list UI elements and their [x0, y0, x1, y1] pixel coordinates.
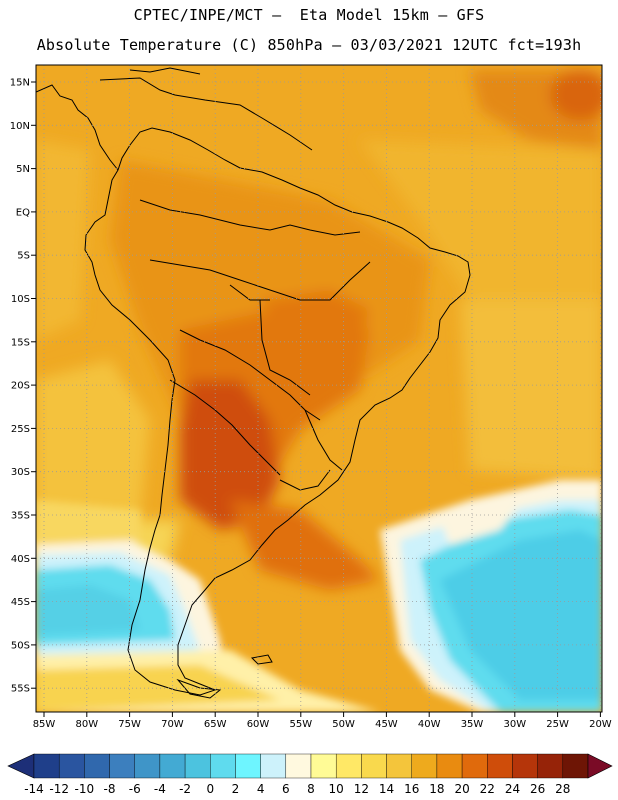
lat-tick-label: EQ [16, 207, 30, 218]
temperature-colorbar: -14 -12 -10 -8 -6 -4 -2 0 2 4 6 8 10 12 14 16 18 20 22 24 26… [7, 753, 613, 796]
colorbar-swatch [386, 753, 412, 779]
colorbar-label: -2 [179, 782, 191, 796]
colorbar-label: 12 [354, 782, 369, 796]
colorbar-label: 24 [505, 782, 520, 796]
colorbar-swatch [461, 753, 488, 779]
colorbar-swatch [335, 753, 362, 779]
colorbar-label: 20 [454, 782, 469, 796]
colorbar-swatch [285, 753, 312, 779]
lon-tick-label: 50W [332, 719, 355, 730]
colorbar-label: 26 [530, 782, 545, 796]
colorbar-label: 8 [307, 782, 315, 796]
lon-tick-label: 40W [418, 719, 441, 730]
colorbar-label: 4 [257, 782, 265, 796]
lon-tick-label: 85W [33, 719, 56, 730]
colorbar-label: 14 [379, 782, 394, 796]
longitude-axis: 85W 80W 75W 70W 65W 60W 55W 50W 45W 40W 35W 30W 25W 2… [33, 712, 612, 730]
colorbar-label: -8 [104, 782, 116, 796]
lat-tick-label: 5S [17, 251, 30, 262]
colorbar-swatch [134, 753, 161, 779]
colorbar-label: 22 [480, 782, 495, 796]
colorbar-swatch [235, 753, 261, 779]
lon-tick-label: 75W [118, 719, 141, 730]
colorbar-label: 2 [232, 782, 240, 796]
colorbar-swatch [184, 753, 211, 779]
colorbar-label: 28 [555, 782, 570, 796]
map-subtitle: Absolute Temperature (C) 850hPa – 03/03/… [36, 36, 582, 54]
colorbar-swatch [562, 753, 589, 779]
lat-tick-label: 5N [16, 164, 30, 175]
colorbar-label: -14 [24, 782, 44, 796]
colorbar-over-arrow [587, 753, 613, 779]
lat-tick-label: 15S [11, 337, 30, 348]
colorbar-label: -12 [49, 782, 69, 796]
lat-tick-label: 55S [11, 684, 30, 695]
colorbar-label: -6 [129, 782, 141, 796]
colorbar-swatch [537, 753, 564, 779]
temperature-field [36, 65, 602, 712]
colorbar-swatch [84, 753, 110, 779]
lat-tick-label: 45S [11, 597, 30, 608]
lat-tick-label: 10N [10, 121, 30, 132]
colorbar-label: 6 [282, 782, 290, 796]
colorbar-label: 0 [206, 782, 214, 796]
lon-tick-label: 65W [204, 719, 227, 730]
lon-tick-label: 20W [589, 719, 612, 730]
lat-tick-label: 25S [11, 424, 30, 435]
lat-tick-label: 50S [11, 640, 30, 651]
colorbar-swatch [58, 753, 85, 779]
colorbar-swatch [109, 753, 135, 779]
colorbar-label: -4 [154, 782, 166, 796]
colorbar-label: -10 [75, 782, 95, 796]
lat-tick-label: 20S [11, 381, 30, 392]
lon-tick-label: 60W [247, 719, 270, 730]
lon-tick-label: 55W [289, 719, 312, 730]
lon-tick-label: 80W [75, 719, 98, 730]
lat-tick-label: 10S [11, 294, 30, 305]
lon-tick-label: 70W [161, 719, 184, 730]
colorbar-under-arrow [7, 753, 35, 779]
colorbar-swatch [411, 753, 438, 779]
lat-tick-label: 15N [10, 78, 30, 89]
colorbar-swatch [33, 753, 60, 779]
lon-tick-label: 30W [503, 719, 526, 730]
colorbar-swatch [512, 753, 538, 779]
colorbar-swatch [310, 753, 337, 779]
colorbar-swatch [260, 753, 287, 779]
lon-tick-label: 25W [546, 719, 569, 730]
colorbar-label: 18 [429, 782, 444, 796]
colorbar-label: 16 [404, 782, 419, 796]
colorbar-swatch [159, 753, 186, 779]
colorbar-swatch [436, 753, 463, 779]
lon-tick-label: 35W [461, 719, 484, 730]
colorbar-swatch [361, 753, 387, 779]
latitude-axis: 15N 10N 5N EQ 5S 10S 15S 20S 25S 30S 35S 40S 45S 50S 5… [10, 78, 36, 695]
map-frame [35, 64, 603, 713]
colorbar-swatch [487, 753, 513, 779]
lon-tick-label: 45W [375, 719, 398, 730]
lat-tick-label: 40S [11, 554, 30, 565]
lat-tick-label: 35S [11, 511, 30, 522]
map-title: CPTEC/INPE/MCT – Eta Model 15km – GFS [133, 6, 485, 24]
lat-tick-label: 30S [11, 467, 30, 478]
colorbar-label: 10 [329, 782, 344, 796]
colorbar-swatch [210, 753, 236, 779]
